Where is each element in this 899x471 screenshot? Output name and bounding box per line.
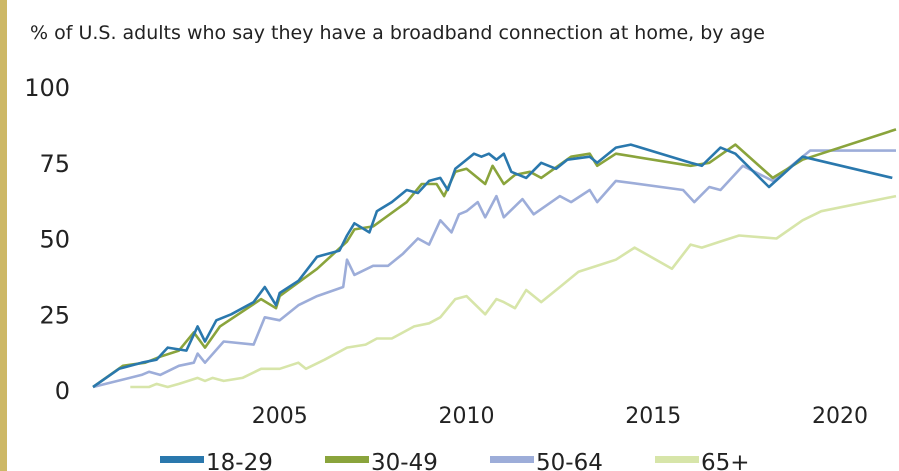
y-tick-label: 75	[39, 150, 70, 178]
legend-label: 30-49	[371, 450, 438, 471]
series-line	[92, 128, 897, 389]
legend-label: 18-29	[206, 450, 273, 471]
x-tick-label: 2015	[625, 404, 681, 429]
x-tick-label: 2010	[438, 404, 494, 429]
frame-border	[0, 0, 7, 471]
x-tick-label: 2005	[252, 404, 308, 429]
series-line	[92, 149, 896, 389]
legend-swatch	[655, 456, 699, 463]
legend-swatch	[160, 456, 204, 463]
y-tick-label: 25	[39, 301, 70, 329]
legend-label: 65+	[701, 450, 750, 471]
legend-swatch	[490, 456, 534, 463]
series-line	[130, 194, 897, 389]
y-tick-label: 0	[55, 377, 70, 405]
legend-swatch	[325, 456, 369, 463]
x-tick-label: 2020	[812, 404, 868, 429]
legend-label: 50-64	[536, 450, 603, 471]
series-line	[92, 143, 893, 389]
y-tick-label: 100	[24, 74, 70, 102]
y-tick-label: 50	[39, 226, 70, 254]
chart-title: % of U.S. adults who say they have a bro…	[30, 22, 765, 44]
